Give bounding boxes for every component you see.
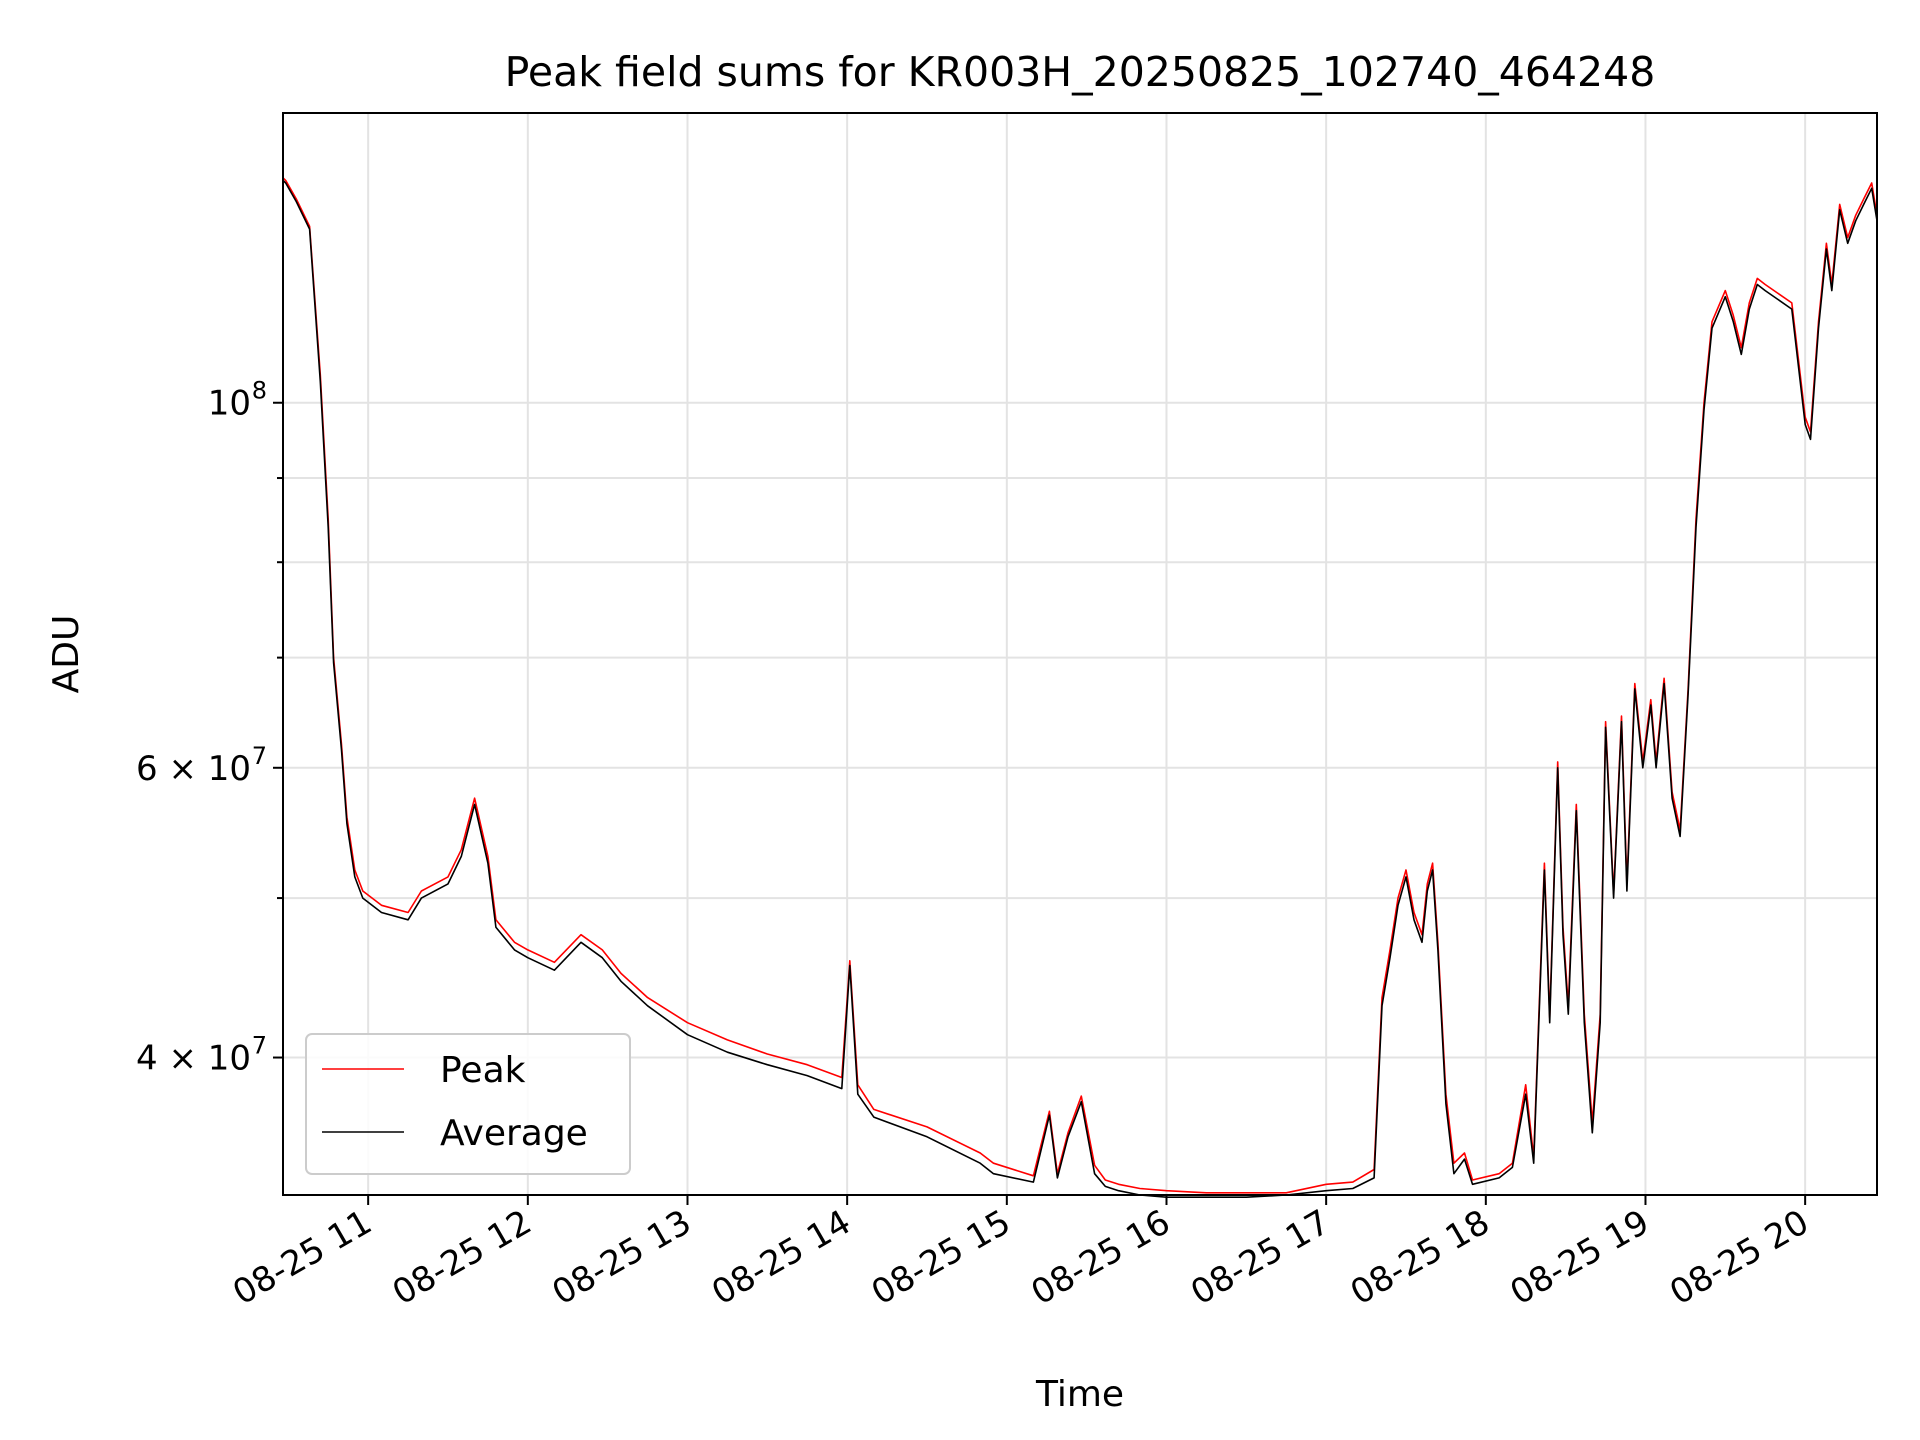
legend-label-peak: Peak [440, 1050, 526, 1091]
series-line-average [282, 179, 1878, 1198]
x-tick-label: 08-25 19 [1504, 1202, 1656, 1313]
plot-series [282, 137, 1878, 1198]
x-tick-label: 08-25 11 [226, 1202, 378, 1313]
x-tick-label: 08-25 18 [1344, 1202, 1496, 1313]
y-tick-exponent: 7 [252, 742, 267, 770]
x-tick-label: 08-25 16 [1025, 1202, 1177, 1313]
legend-label-average: Average [440, 1113, 588, 1154]
x-tick-label: 08-25 13 [546, 1202, 698, 1313]
y-tick-exponent: 7 [252, 1032, 267, 1060]
y-tick-label: 10 [208, 384, 251, 424]
legend: Peak Average [305, 1033, 631, 1175]
x-tick-label: 08-25 20 [1663, 1202, 1815, 1313]
x-tick-label: 08-25 12 [386, 1202, 538, 1313]
x-tick-label: 08-25 17 [1184, 1202, 1336, 1313]
axes-frame [282, 112, 1878, 1196]
x-axis-label: Time [1035, 1374, 1124, 1415]
x-tick-label: 08-25 15 [865, 1202, 1017, 1313]
x-tick-label: 08-25 14 [705, 1202, 857, 1313]
y-axis-label: ADU [46, 615, 87, 694]
y-tick-label: 6 × 10 [136, 749, 251, 789]
y-tick-exponent: 8 [252, 377, 267, 405]
y-tick-label: 4 × 10 [136, 1039, 251, 1079]
x-axis-ticks: 08-25 11 08-25 12 08-25 13 08-25 14 08-25 15… [226, 1195, 1816, 1313]
chart-title: Peak field sums for KR003H_20250825_1027… [505, 48, 1656, 96]
grid [283, 113, 1877, 1195]
